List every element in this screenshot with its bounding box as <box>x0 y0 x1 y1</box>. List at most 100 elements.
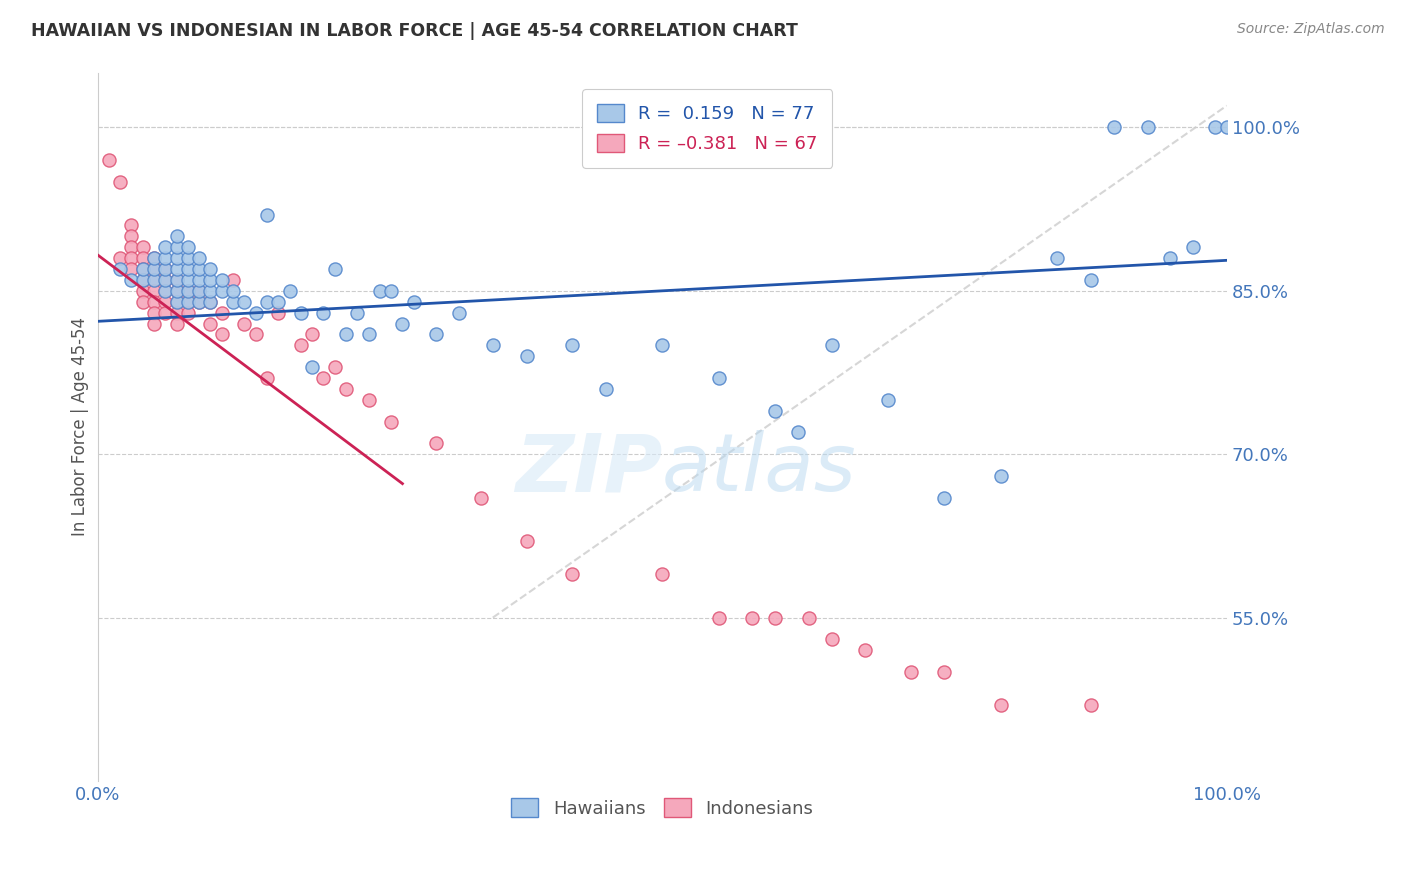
Point <box>516 534 538 549</box>
Point <box>120 229 142 244</box>
Point <box>222 294 245 309</box>
Point <box>143 273 166 287</box>
Legend: Hawaiians, Indonesians: Hawaiians, Indonesians <box>505 791 820 825</box>
Point <box>200 262 222 277</box>
Point <box>108 175 131 189</box>
Y-axis label: In Labor Force | Age 45-54: In Labor Force | Age 45-54 <box>72 318 89 536</box>
Point <box>820 338 842 352</box>
Point <box>990 469 1012 483</box>
Point <box>245 327 267 342</box>
Point <box>290 338 312 352</box>
Text: ZIP: ZIP <box>515 431 662 508</box>
Point <box>267 294 290 309</box>
Point <box>155 294 177 309</box>
Point <box>425 436 447 450</box>
Point <box>1046 251 1069 265</box>
Point <box>391 317 413 331</box>
Point <box>155 284 177 298</box>
Point <box>447 305 470 319</box>
Point <box>1204 120 1226 135</box>
Point <box>256 371 278 385</box>
Point <box>763 610 786 624</box>
Point <box>166 284 188 298</box>
Point <box>1159 251 1181 265</box>
Point <box>233 317 256 331</box>
Point <box>763 403 786 417</box>
Point <box>425 327 447 342</box>
Point <box>200 317 222 331</box>
Point <box>200 273 222 287</box>
Point <box>707 610 730 624</box>
Point <box>797 610 820 624</box>
Point <box>120 273 142 287</box>
Point <box>1136 120 1159 135</box>
Point <box>211 273 233 287</box>
Point <box>323 262 346 277</box>
Text: Source: ZipAtlas.com: Source: ZipAtlas.com <box>1237 22 1385 37</box>
Point <box>155 240 177 254</box>
Point <box>108 251 131 265</box>
Point <box>1216 120 1239 135</box>
Point <box>177 294 200 309</box>
Point <box>301 360 323 375</box>
Point <box>855 643 877 657</box>
Point <box>1181 240 1204 254</box>
Point <box>267 305 290 319</box>
Point <box>990 698 1012 712</box>
Point <box>120 240 142 254</box>
Point <box>1080 273 1102 287</box>
Point <box>143 317 166 331</box>
Point <box>312 371 335 385</box>
Point <box>595 382 617 396</box>
Point <box>651 567 673 582</box>
Point <box>132 262 155 277</box>
Point <box>786 425 808 440</box>
Point <box>346 305 368 319</box>
Point <box>200 284 222 298</box>
Point <box>166 294 188 309</box>
Point <box>155 273 177 287</box>
Point <box>200 294 222 309</box>
Point <box>335 327 357 342</box>
Point <box>143 262 166 277</box>
Point <box>166 251 188 265</box>
Point <box>177 240 200 254</box>
Point <box>188 294 211 309</box>
Point <box>222 284 245 298</box>
Point <box>143 262 166 277</box>
Point <box>256 208 278 222</box>
Point <box>741 610 763 624</box>
Point <box>200 294 222 309</box>
Point <box>312 305 335 319</box>
Point <box>166 262 188 277</box>
Point <box>380 415 402 429</box>
Point <box>155 251 177 265</box>
Point <box>188 262 211 277</box>
Point <box>233 294 256 309</box>
Point <box>132 273 155 287</box>
Point <box>120 262 142 277</box>
Point <box>166 305 188 319</box>
Point <box>177 262 200 277</box>
Point <box>481 338 503 352</box>
Point <box>211 305 233 319</box>
Point <box>155 305 177 319</box>
Point <box>166 273 188 287</box>
Point <box>651 338 673 352</box>
Point <box>278 284 301 298</box>
Point <box>177 294 200 309</box>
Point <box>877 392 900 407</box>
Point <box>211 284 233 298</box>
Point <box>357 392 380 407</box>
Point <box>166 284 188 298</box>
Point <box>132 240 155 254</box>
Point <box>166 229 188 244</box>
Point <box>155 262 177 277</box>
Point <box>1102 120 1125 135</box>
Point <box>290 305 312 319</box>
Point <box>132 284 155 298</box>
Point <box>934 491 956 505</box>
Point <box>132 251 155 265</box>
Point <box>143 284 166 298</box>
Point <box>561 338 583 352</box>
